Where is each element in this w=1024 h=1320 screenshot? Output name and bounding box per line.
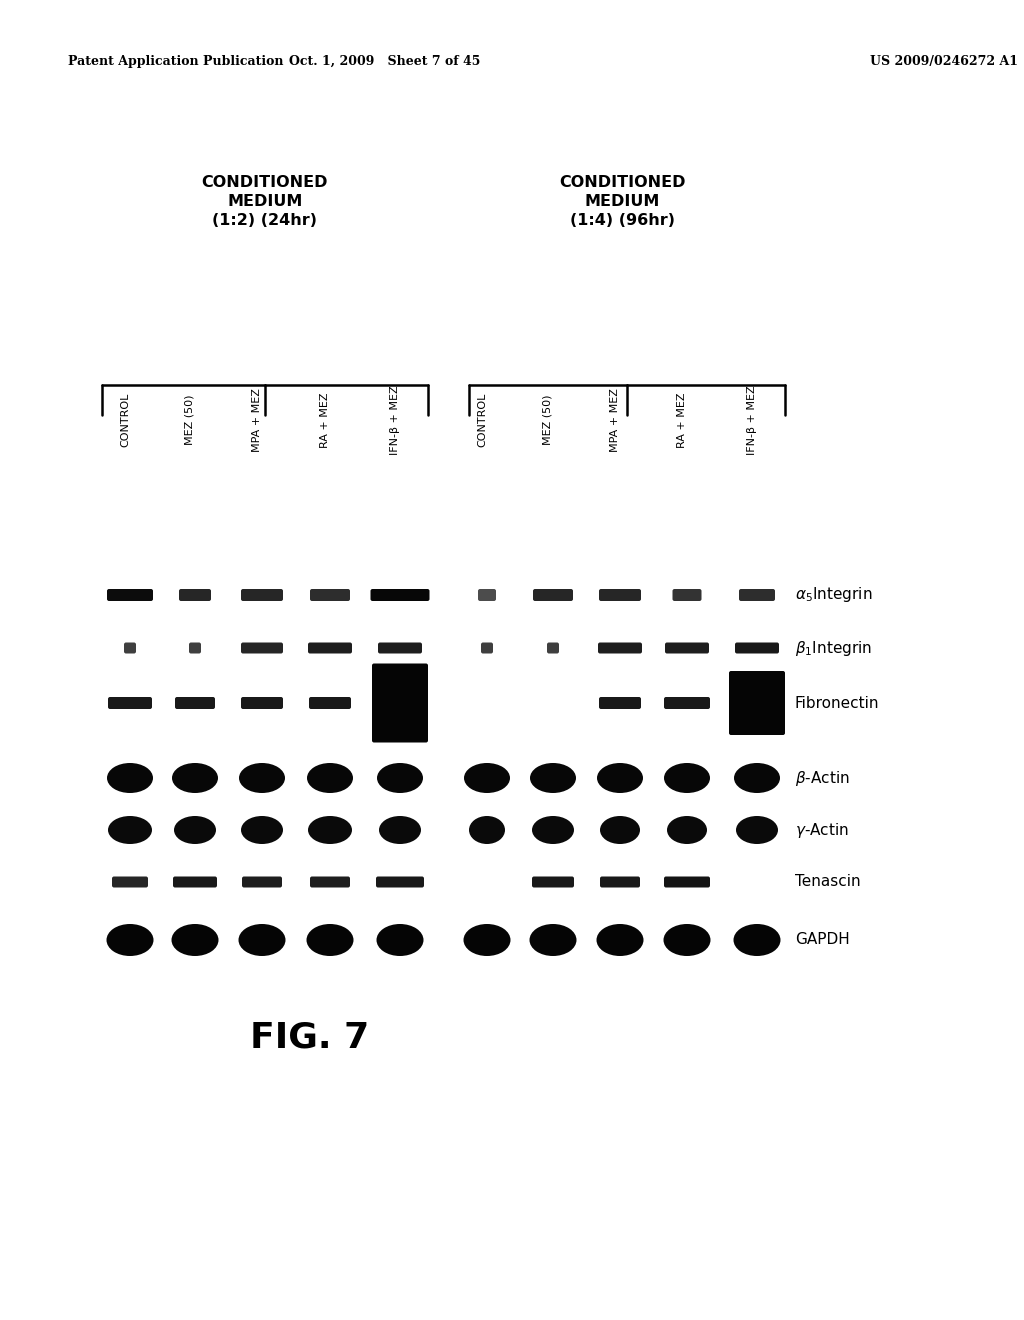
FancyBboxPatch shape (310, 876, 350, 887)
Ellipse shape (530, 763, 575, 793)
Text: MEZ (50): MEZ (50) (543, 395, 553, 445)
Text: $\alpha_5$Integrin: $\alpha_5$Integrin (795, 586, 872, 605)
Ellipse shape (464, 924, 511, 956)
Text: RA + MEZ: RA + MEZ (677, 392, 687, 447)
Text: FIG. 7: FIG. 7 (251, 1020, 370, 1053)
Text: MPA + MEZ: MPA + MEZ (610, 388, 620, 451)
FancyBboxPatch shape (108, 697, 152, 709)
Ellipse shape (174, 816, 216, 843)
FancyBboxPatch shape (547, 643, 559, 653)
Ellipse shape (239, 763, 285, 793)
Ellipse shape (379, 816, 421, 843)
Ellipse shape (306, 924, 353, 956)
FancyBboxPatch shape (179, 589, 211, 601)
Text: CONDITIONED
MEDIUM
(1:2) (24hr): CONDITIONED MEDIUM (1:2) (24hr) (202, 176, 329, 228)
Text: IFN-β + MEZ: IFN-β + MEZ (390, 385, 400, 455)
Ellipse shape (464, 763, 510, 793)
Text: $\gamma$-Actin: $\gamma$-Actin (795, 821, 849, 840)
FancyBboxPatch shape (106, 589, 153, 601)
FancyBboxPatch shape (310, 589, 350, 601)
Ellipse shape (597, 924, 643, 956)
Text: CONTROL: CONTROL (477, 393, 487, 447)
FancyBboxPatch shape (112, 876, 148, 887)
FancyBboxPatch shape (729, 671, 785, 735)
FancyBboxPatch shape (378, 643, 422, 653)
Ellipse shape (377, 924, 424, 956)
FancyBboxPatch shape (309, 697, 351, 709)
Ellipse shape (667, 816, 707, 843)
FancyBboxPatch shape (665, 643, 709, 653)
FancyBboxPatch shape (478, 589, 496, 601)
Text: Fibronectin: Fibronectin (795, 696, 880, 710)
FancyBboxPatch shape (739, 589, 775, 601)
Text: MEZ (50): MEZ (50) (185, 395, 195, 445)
Ellipse shape (469, 816, 505, 843)
FancyBboxPatch shape (673, 589, 701, 601)
FancyBboxPatch shape (598, 643, 642, 653)
Ellipse shape (172, 763, 218, 793)
Ellipse shape (664, 763, 710, 793)
Text: Patent Application Publication: Patent Application Publication (68, 55, 284, 69)
Text: CONTROL: CONTROL (120, 393, 130, 447)
FancyBboxPatch shape (241, 589, 283, 601)
Ellipse shape (241, 816, 283, 843)
Text: CONDITIONED
MEDIUM
(1:4) (96hr): CONDITIONED MEDIUM (1:4) (96hr) (559, 176, 685, 228)
Ellipse shape (106, 763, 153, 793)
Ellipse shape (529, 924, 577, 956)
FancyBboxPatch shape (532, 876, 574, 887)
Ellipse shape (171, 924, 218, 956)
Ellipse shape (736, 816, 778, 843)
FancyBboxPatch shape (735, 643, 779, 653)
Text: Tenascin: Tenascin (795, 874, 860, 890)
Text: $\beta_1$Integrin: $\beta_1$Integrin (795, 639, 872, 657)
FancyBboxPatch shape (599, 589, 641, 601)
FancyBboxPatch shape (600, 876, 640, 887)
FancyBboxPatch shape (241, 643, 283, 653)
Ellipse shape (106, 924, 154, 956)
Text: MPA + MEZ: MPA + MEZ (252, 388, 262, 451)
Ellipse shape (377, 763, 423, 793)
Text: US 2009/0246272 A1: US 2009/0246272 A1 (870, 55, 1018, 69)
FancyBboxPatch shape (173, 876, 217, 887)
Ellipse shape (733, 924, 780, 956)
FancyBboxPatch shape (664, 876, 710, 887)
Text: Oct. 1, 2009   Sheet 7 of 45: Oct. 1, 2009 Sheet 7 of 45 (290, 55, 480, 69)
FancyBboxPatch shape (189, 643, 201, 653)
Text: IFN-β + MEZ: IFN-β + MEZ (746, 385, 757, 455)
Ellipse shape (108, 816, 152, 843)
Ellipse shape (532, 816, 574, 843)
Ellipse shape (307, 763, 353, 793)
FancyBboxPatch shape (599, 697, 641, 709)
FancyBboxPatch shape (242, 876, 282, 887)
Text: GAPDH: GAPDH (795, 932, 850, 948)
FancyBboxPatch shape (534, 589, 573, 601)
Ellipse shape (734, 763, 780, 793)
FancyBboxPatch shape (376, 876, 424, 887)
Text: RA + MEZ: RA + MEZ (319, 392, 330, 447)
Ellipse shape (664, 924, 711, 956)
FancyBboxPatch shape (124, 643, 136, 653)
FancyBboxPatch shape (371, 589, 429, 601)
Ellipse shape (239, 924, 286, 956)
FancyBboxPatch shape (372, 664, 428, 742)
Text: $\beta$-Actin: $\beta$-Actin (795, 768, 850, 788)
FancyBboxPatch shape (308, 643, 352, 653)
FancyBboxPatch shape (175, 697, 215, 709)
FancyBboxPatch shape (241, 697, 283, 709)
FancyBboxPatch shape (481, 643, 493, 653)
Ellipse shape (597, 763, 643, 793)
Ellipse shape (308, 816, 352, 843)
FancyBboxPatch shape (664, 697, 710, 709)
Ellipse shape (600, 816, 640, 843)
